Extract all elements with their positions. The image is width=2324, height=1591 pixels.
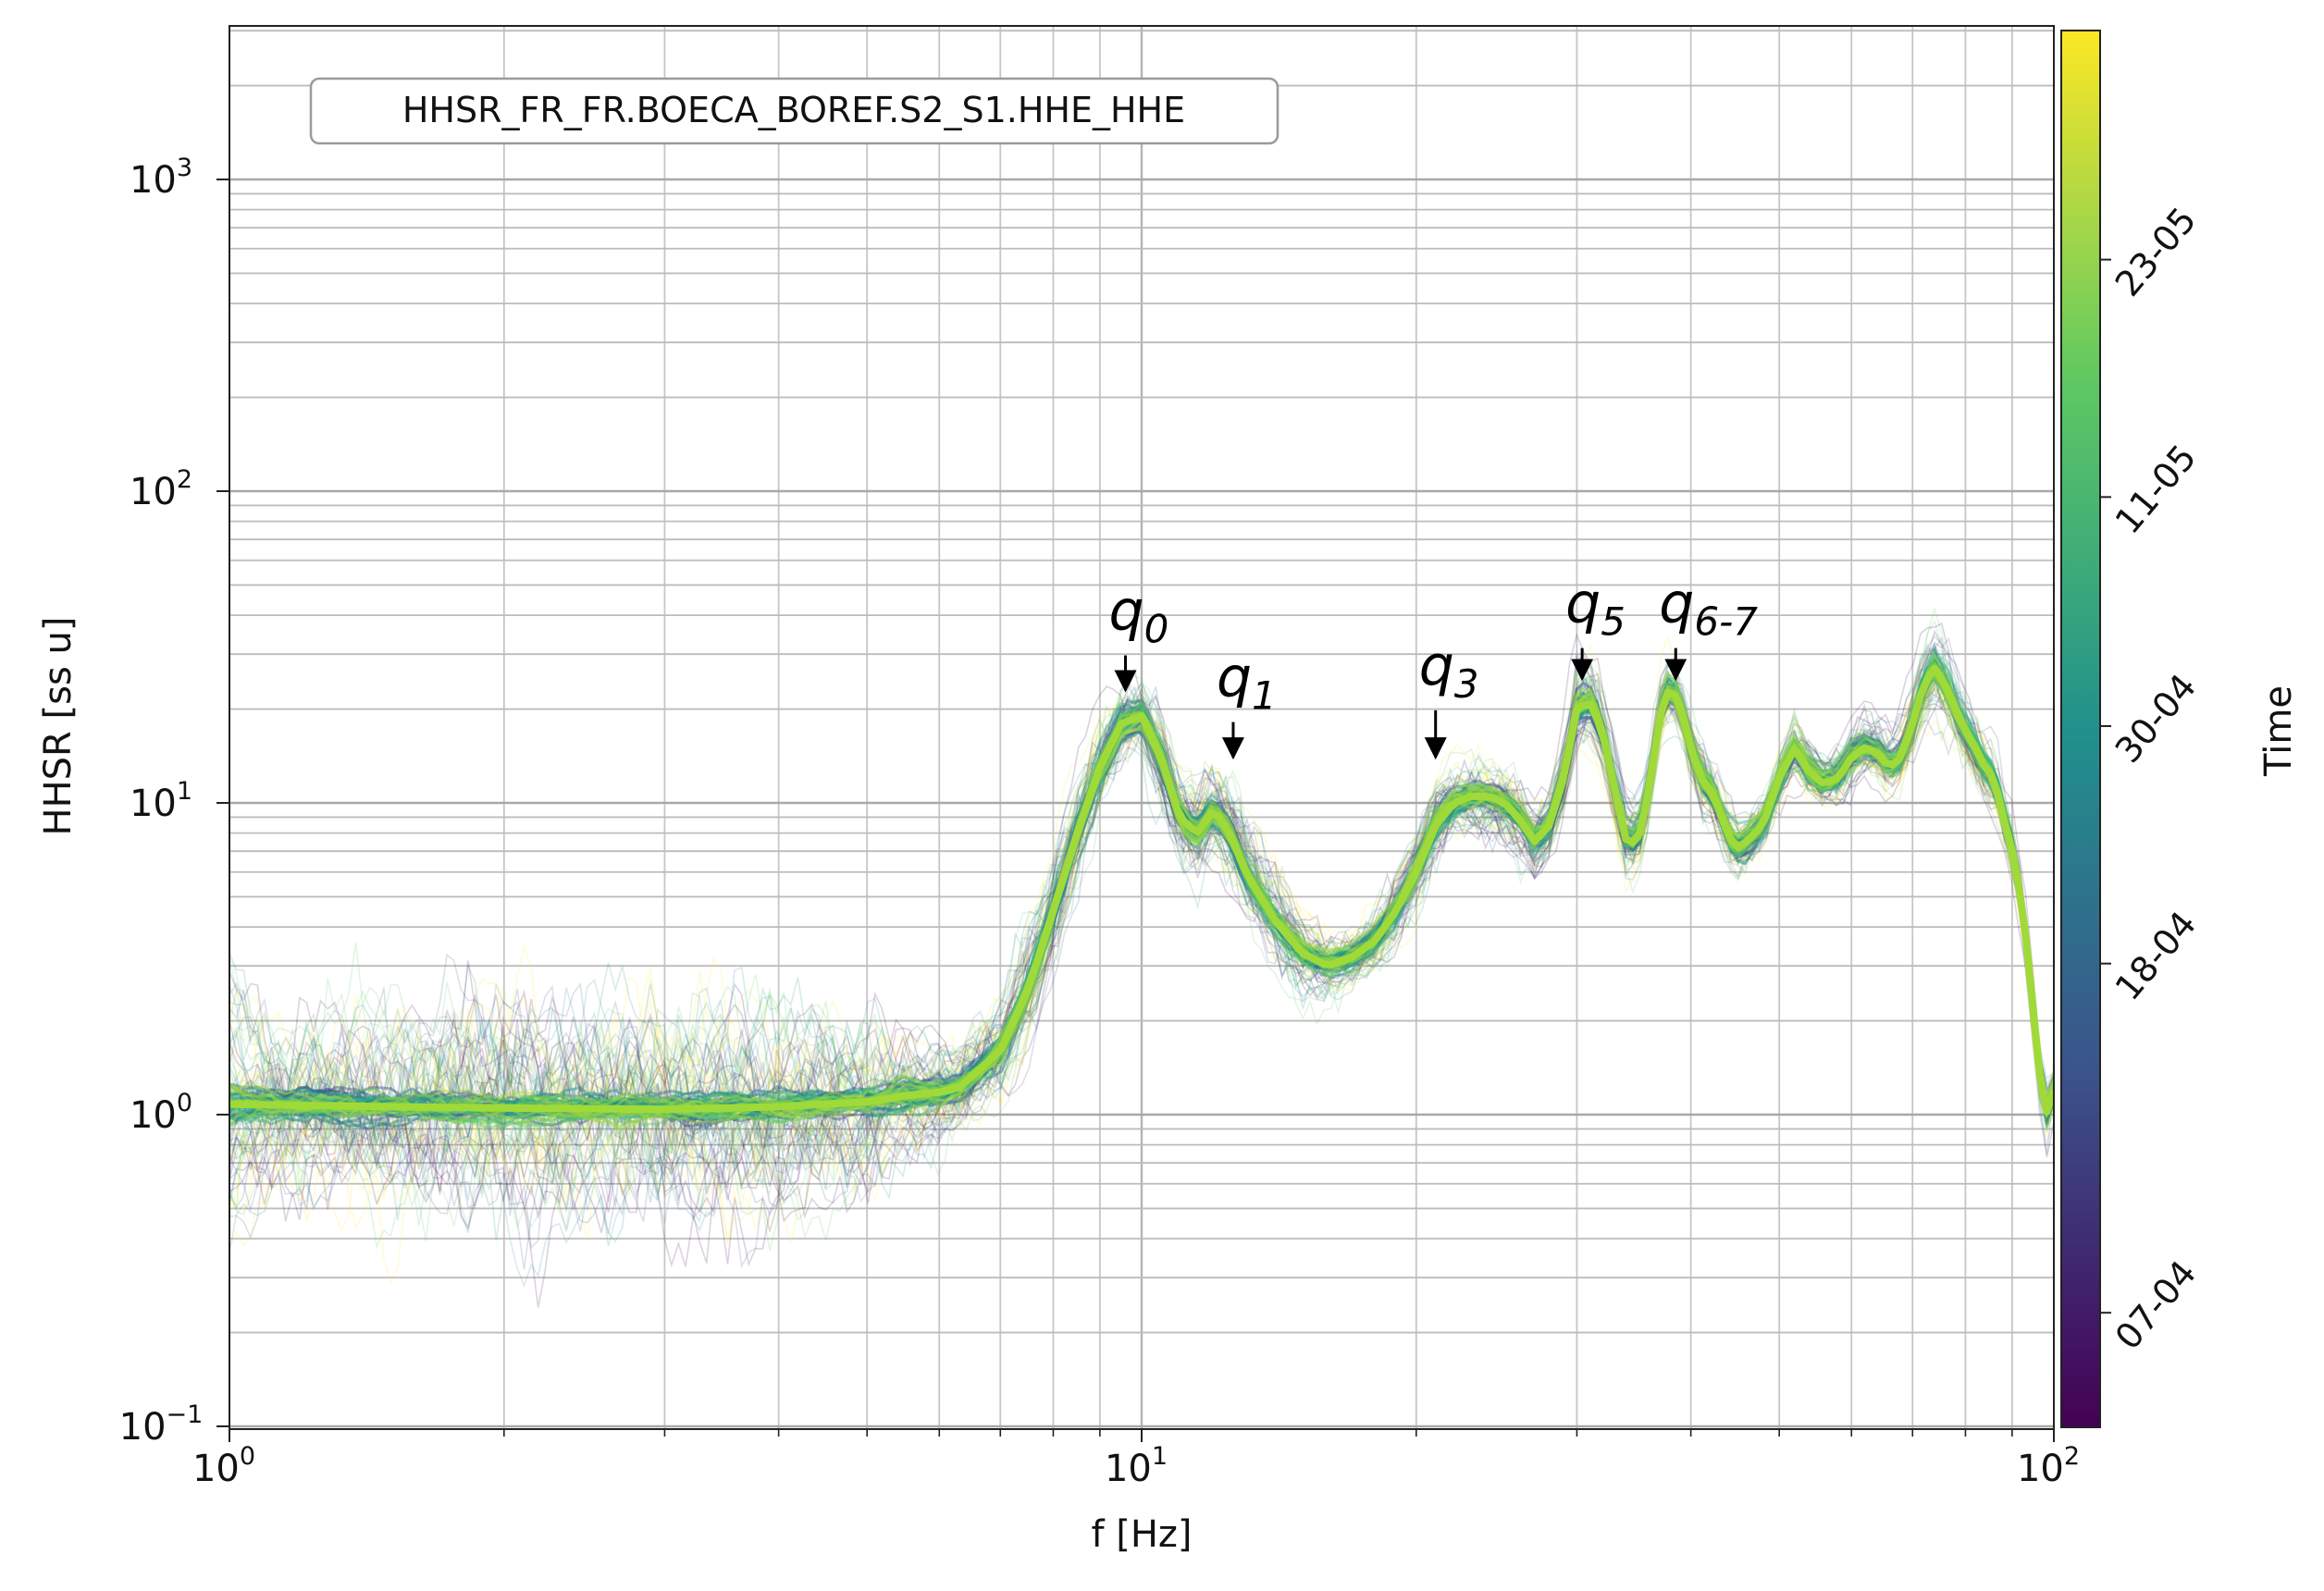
background-curve <box>229 643 2054 1203</box>
bundle-curve <box>229 660 2054 1120</box>
annotation-label: q5 <box>1565 572 1626 645</box>
background-curve <box>229 667 2054 1270</box>
main-curve <box>229 664 2054 1116</box>
background-curve <box>229 606 2054 1158</box>
bundle-curve <box>229 673 2054 1127</box>
background-curve <box>229 647 2054 1228</box>
annotation-label: q6-7 <box>1659 572 1758 645</box>
background-curve <box>229 686 2054 1177</box>
colorbar-gradient <box>2060 30 2101 1428</box>
colorbar-tick-label: 30-04 <box>2108 666 2205 771</box>
y-tick-label: 100 <box>130 1089 192 1137</box>
bundle-curve <box>229 674 2054 1124</box>
background-curve <box>229 664 2054 1202</box>
annotation-label: q3 <box>1419 634 1479 707</box>
y-axis-label: HHSR [ss u] <box>37 616 80 835</box>
x-axis-label: f [Hz] <box>1091 1513 1192 1556</box>
background-curve <box>229 649 2054 1231</box>
annotation-label: q1 <box>1217 646 1277 719</box>
background-curve <box>229 689 2054 1203</box>
y-tick-label: 102 <box>130 465 192 513</box>
series-label: HHSR_FR_FR.BOECA_BOREF.S2_S1.HHE_HHE <box>402 90 1185 130</box>
curve-bundle <box>229 647 2054 1131</box>
series-label-box: HHSR_FR_FR.BOECA_BOREF.S2_S1.HHE_HHE <box>309 77 1279 145</box>
colorbar-label: Time <box>2257 685 2300 777</box>
background-curve <box>229 652 2054 1190</box>
colorbar-tick-label: 07-04 <box>2108 1252 2205 1357</box>
grid <box>229 26 2054 1429</box>
background-curve <box>229 667 2054 1268</box>
background-curve <box>229 670 2054 1178</box>
y-tick-label: 101 <box>130 777 192 825</box>
x-tick-label: 102 <box>2017 1442 2080 1490</box>
background-curve <box>229 648 2054 1233</box>
peak-annotations: q0 q1 q3 q5 q6-7 <box>1109 572 1758 760</box>
background-curve <box>229 672 2054 1243</box>
background-curve <box>229 619 2054 1198</box>
background-curve <box>229 684 2054 1202</box>
background-curve <box>229 680 2054 1251</box>
y-tick-label: 10−1 <box>119 1400 204 1449</box>
background-curve <box>229 659 2054 1201</box>
background-curve <box>229 661 2054 1201</box>
annotation-label: q0 <box>1109 579 1169 652</box>
x-tick-label: 100 <box>192 1442 255 1490</box>
y-tick-label: 103 <box>130 154 192 202</box>
bundle-curve <box>229 660 2054 1120</box>
background-curve <box>229 669 2054 1230</box>
background-curve <box>229 651 2054 1163</box>
background-curve <box>229 672 2054 1208</box>
background-curve <box>229 662 2054 1211</box>
colorbar-tick-label: 11-05 <box>2108 438 2205 542</box>
background-curve <box>229 635 2054 1223</box>
colorbar-tick-label: 18-04 <box>2108 904 2205 1008</box>
background-curve <box>229 657 2054 1176</box>
x-tick-label: 101 <box>1105 1442 1168 1490</box>
bundle-curve <box>229 671 2054 1127</box>
background-curve <box>229 648 2054 1264</box>
colorbar: 07-04 18-04 30-04 11-05 23-05 Time <box>2060 30 2300 1428</box>
background-curve <box>229 661 2054 1232</box>
background-curve <box>229 694 2054 1192</box>
colorbar-tick-label: 23-05 <box>2108 200 2205 304</box>
colorbar-ticks: 07-04 18-04 30-04 11-05 23-05 <box>2100 200 2204 1357</box>
background-curve <box>229 665 2054 1243</box>
background-curve <box>229 662 2054 1186</box>
